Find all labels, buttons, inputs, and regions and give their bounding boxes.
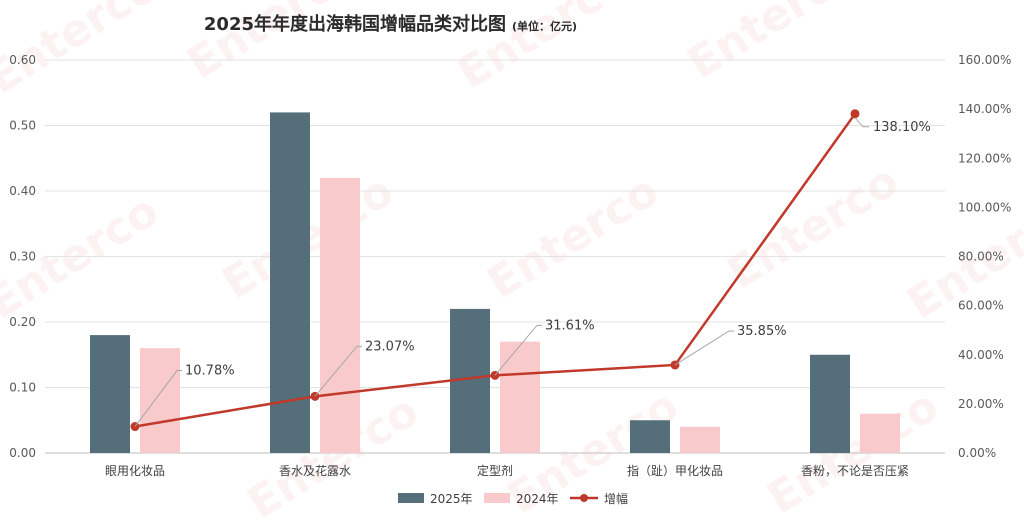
- bar-series2: [500, 341, 540, 453]
- left-tick-label: 0.40: [9, 184, 36, 198]
- right-tick-label: 0.00%: [958, 446, 996, 460]
- data-label: 31.61%: [545, 318, 595, 333]
- right-tick-label: 80.00%: [958, 250, 1004, 264]
- left-tick-label: 0.60: [9, 53, 36, 67]
- right-tick-label: 140.00%: [958, 102, 1011, 116]
- watermark-text: Enterco: [679, 0, 867, 89]
- legend-label: 2024年: [516, 492, 559, 506]
- right-tick-label: 60.00%: [958, 299, 1004, 313]
- left-axis-ticks: 0.00 0.10 0.20 0.30 0.40 0.50 0.60: [9, 53, 36, 460]
- category-label: 定型剂: [477, 463, 513, 478]
- right-tick-label: 40.00%: [958, 348, 1004, 362]
- category-label: 香水及花露水: [279, 463, 351, 478]
- data-label: 10.78%: [185, 364, 235, 379]
- legend: 2025年 2024年 增幅: [398, 491, 628, 506]
- legend-swatch: [484, 493, 510, 503]
- bar-series2: [680, 426, 720, 453]
- data-label: 23.07%: [365, 339, 415, 354]
- bar-series1: [810, 354, 850, 453]
- category-labels: 眼用化妆品 香水及花露水 定型剂 指（趾）甲化妆品 香粉，不论是否压紧: [105, 463, 909, 478]
- bar-series1: [270, 112, 310, 454]
- category-label: 眼用化妆品: [105, 464, 165, 478]
- left-tick-label: 0.20: [9, 315, 36, 329]
- right-tick-label: 160.00%: [958, 53, 1011, 67]
- legend-label: 2025年: [430, 492, 473, 506]
- data-labels: 10.78% 23.07% 31.61% 35.85% 138.10%: [134, 117, 931, 427]
- right-axis-ticks: 0.00% 20.00% 40.00% 60.00% 80.00% 100.00% 120.…: [958, 53, 1011, 460]
- chart-subtitle: (单位：亿元): [512, 19, 577, 33]
- grid-lines: [45, 59, 945, 454]
- legend-marker: [580, 494, 588, 502]
- leader-line: [134, 370, 182, 427]
- bar-series: [90, 112, 900, 454]
- leader-line: [494, 324, 542, 376]
- left-tick-label: 0.30: [9, 250, 36, 264]
- bar-series1: [90, 335, 130, 453]
- right-tick-label: 100.00%: [958, 200, 1011, 214]
- leader-line: [854, 117, 869, 128]
- right-tick-label: 20.00%: [958, 397, 1004, 411]
- watermark-text: Enterco: [479, 165, 667, 309]
- bar-series2: [320, 177, 360, 453]
- watermark-text: Enterco: [759, 380, 947, 524]
- left-tick-label: 0.50: [9, 119, 36, 133]
- left-tick-label: 0.10: [9, 381, 36, 395]
- left-tick-label: 0.00: [9, 446, 36, 460]
- category-label: 香粉，不论是否压紧: [801, 464, 909, 478]
- data-label: 35.85%: [737, 324, 787, 339]
- data-label: 138.10%: [873, 120, 931, 135]
- bar-series2: [140, 348, 180, 453]
- bar-series2: [860, 413, 900, 453]
- growth-marker: [850, 109, 860, 119]
- bar-series1: [630, 420, 670, 453]
- leader-line: [674, 330, 734, 366]
- legend-swatch: [398, 493, 424, 503]
- chart-title: 2025年年度出海韩国增幅品类对比图: [204, 13, 506, 35]
- watermark-text: Enterco: [719, 155, 907, 299]
- category-label: 指（趾）甲化妆品: [627, 463, 723, 478]
- legend-label: 增幅: [604, 491, 628, 506]
- right-tick-label: 120.00%: [958, 151, 1011, 165]
- leader-line: [314, 345, 362, 397]
